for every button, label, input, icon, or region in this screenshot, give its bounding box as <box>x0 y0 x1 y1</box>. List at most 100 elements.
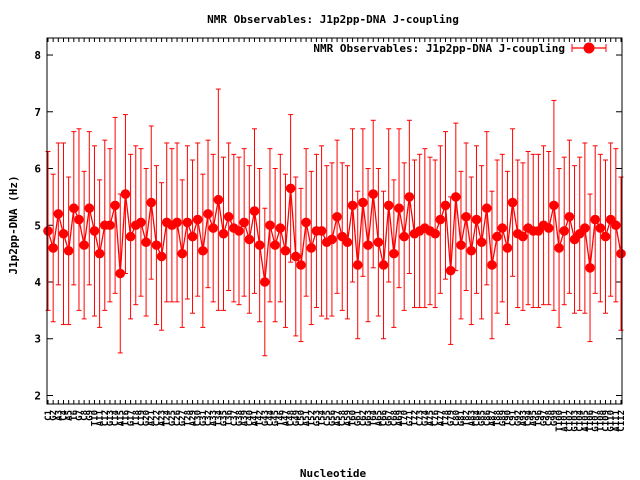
data-point <box>559 226 570 236</box>
x-tick-label: T96 <box>534 410 544 426</box>
data-point <box>363 240 373 250</box>
x-tick-label: T42 <box>256 410 266 426</box>
x-tick-label: T24 <box>163 409 173 426</box>
x-tick-label: G35 <box>220 410 230 426</box>
data-point <box>456 240 466 250</box>
x-tick-label: C19 <box>137 410 147 426</box>
data-point <box>58 228 69 239</box>
x-tick-label: G20 <box>142 410 152 426</box>
data-point <box>275 223 286 233</box>
data-point <box>280 245 291 256</box>
data-point <box>89 226 100 236</box>
x-tick-label: C62 <box>359 410 369 426</box>
y-tick-label: 4 <box>34 276 41 289</box>
x-tick-label: C50 <box>297 410 307 426</box>
x-tick-label: C37 <box>230 410 240 426</box>
x-tick-label: C104 <box>576 409 586 431</box>
data-point <box>53 209 64 219</box>
x-tick-label: T108 <box>596 410 606 432</box>
data-points <box>43 183 626 287</box>
x-tick-label: C8 <box>80 410 90 421</box>
data-point <box>440 200 451 211</box>
x-tick-label: C109 <box>602 410 612 432</box>
data-point <box>84 203 95 214</box>
x-tick-label: G49 <box>292 410 302 426</box>
data-point <box>507 197 518 208</box>
x-tick-label: T90 <box>503 410 513 426</box>
data-point <box>105 220 115 231</box>
legend-marker <box>583 42 595 54</box>
x-tick-label: T16 <box>121 410 131 426</box>
chart-title: NMR Observables: J1p2pp-DNA J-coupling <box>207 13 459 26</box>
data-point <box>254 240 265 250</box>
x-tick-label: C76 <box>431 410 441 426</box>
x-tick-label: G79 <box>447 410 457 426</box>
x-tick-label: G97 <box>540 410 550 426</box>
data-point <box>492 231 502 242</box>
x-tick-label: G74 <box>421 409 431 426</box>
x-tick-label: T64 <box>369 409 379 426</box>
x-tick-label: C48 <box>287 410 297 426</box>
data-point <box>518 231 528 242</box>
x-tick-label: C1 <box>44 410 54 421</box>
x-tick-label: G67 <box>385 410 395 426</box>
data-point <box>383 200 394 211</box>
data-point <box>347 200 358 211</box>
x-tick-label: G2 <box>49 410 59 421</box>
x-tick-label: G31 <box>199 410 209 426</box>
data-point <box>332 211 342 222</box>
data-point <box>234 226 244 236</box>
data-point <box>394 203 404 214</box>
data-point <box>399 231 409 242</box>
x-tick-label: C22 <box>152 410 162 426</box>
x-tick-label: T6 <box>70 410 80 421</box>
x-tick-label: G85 <box>478 410 488 426</box>
y-tick-label: 8 <box>34 49 41 62</box>
x-tick-label: T46 <box>276 410 286 426</box>
data-point <box>600 231 611 242</box>
data-point <box>115 268 126 279</box>
data-point <box>218 228 229 239</box>
y-tick-label: 3 <box>34 333 41 346</box>
data-point <box>270 240 280 250</box>
data-point <box>94 248 105 259</box>
x-tick-label: C68 <box>390 410 400 426</box>
x-tick-label: T88 <box>493 410 503 426</box>
data-point <box>141 237 151 248</box>
data-point <box>120 189 131 199</box>
data-point <box>466 245 477 256</box>
data-point <box>316 226 327 236</box>
data-point <box>48 243 58 253</box>
data-point <box>352 260 363 270</box>
x-tick-label: C58 <box>338 410 348 426</box>
x-tick-label: G53 <box>312 410 322 426</box>
data-point <box>549 200 559 211</box>
y-tick-label: 2 <box>34 389 41 402</box>
x-tick-label: A11 <box>96 410 106 426</box>
x-tick-label: A23 <box>158 410 168 426</box>
x-tick-label: G17 <box>127 410 137 426</box>
x-tick-label: A83 <box>467 410 477 426</box>
x-tick-label: G89 <box>498 410 508 426</box>
data-point <box>590 214 600 225</box>
x-tick-label: T82 <box>462 410 472 426</box>
x-tick-label: T78 <box>441 410 451 426</box>
x-tick-label: G38 <box>235 410 245 426</box>
data-point <box>172 217 182 228</box>
data-point <box>69 203 79 214</box>
x-tick-label: C98 <box>545 410 555 426</box>
x-tick-label: C86 <box>483 410 493 426</box>
x-tick-label: A59 <box>343 410 353 426</box>
x-tick-label: A93 <box>519 410 529 426</box>
data-point <box>435 214 446 225</box>
x-tick-label: A87 <box>488 410 498 426</box>
data-point <box>239 217 249 228</box>
y-tick-label: 7 <box>34 106 41 119</box>
x-tick-label: G61 <box>354 410 364 426</box>
data-point <box>502 243 513 253</box>
x-tick-label: G110 <box>607 410 617 432</box>
x-tick-label: G71 <box>405 410 415 426</box>
x-tick-label: T18 <box>132 410 142 426</box>
x-tick-label: T54 <box>318 409 328 426</box>
